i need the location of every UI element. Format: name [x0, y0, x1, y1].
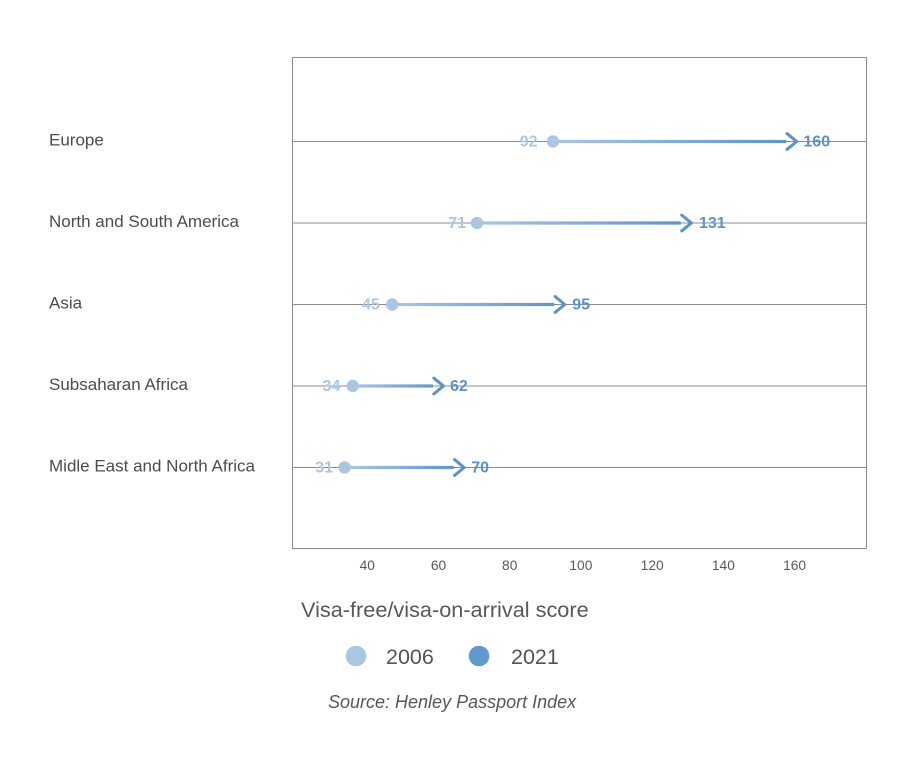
svg-text:60: 60: [431, 558, 447, 573]
svg-text:40: 40: [360, 558, 376, 573]
svg-text:131: 131: [699, 215, 726, 232]
svg-text:North and South America: North and South America: [49, 212, 239, 231]
svg-text:80: 80: [502, 558, 518, 573]
svg-text:160: 160: [783, 558, 806, 573]
svg-text:31: 31: [315, 460, 333, 477]
svg-text:Europe: Europe: [49, 131, 104, 150]
svg-text:34: 34: [323, 378, 341, 395]
svg-text:Asia: Asia: [49, 294, 83, 313]
svg-text:71: 71: [448, 215, 466, 232]
svg-text:45: 45: [362, 297, 380, 314]
svg-text:Visa-free/visa-on-arrival scor: Visa-free/visa-on-arrival score: [301, 597, 589, 622]
svg-text:Midle East and North Africa: Midle East and North Africa: [49, 457, 256, 476]
svg-text:160: 160: [803, 134, 830, 151]
svg-text:Source: Henley Passport Index: Source: Henley Passport Index: [328, 692, 577, 712]
svg-text:2021: 2021: [511, 645, 559, 669]
svg-text:120: 120: [641, 558, 664, 573]
svg-text:95: 95: [572, 297, 590, 314]
svg-text:2006: 2006: [386, 645, 434, 669]
svg-text:62: 62: [450, 378, 468, 395]
svg-text:92: 92: [520, 134, 538, 151]
svg-text:140: 140: [712, 558, 735, 573]
svg-text:100: 100: [569, 558, 592, 573]
svg-text:Subsaharan Africa: Subsaharan Africa: [49, 375, 188, 394]
svg-text:70: 70: [471, 460, 489, 477]
